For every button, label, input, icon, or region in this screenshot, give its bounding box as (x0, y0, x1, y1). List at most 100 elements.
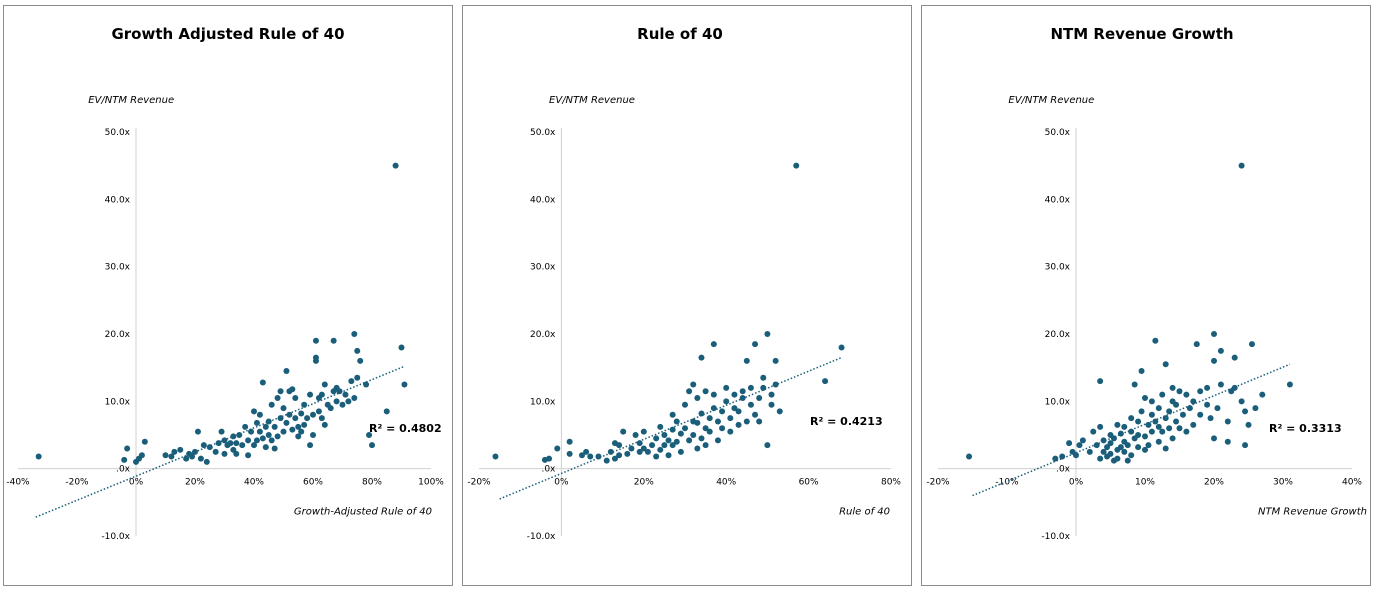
data-point (636, 440, 643, 447)
data-point (1052, 455, 1059, 462)
r-squared-label: R² = 0.4213 (810, 415, 883, 428)
data-point (1079, 437, 1086, 444)
data-point (752, 411, 759, 418)
data-point (268, 437, 275, 444)
chart-title: Rule of 40 (637, 25, 723, 43)
data-point (1152, 418, 1159, 425)
data-point (1217, 347, 1224, 354)
data-point (1124, 457, 1131, 464)
data-point (289, 386, 296, 393)
y-tick-label: 40.0x (1045, 195, 1071, 205)
x-axis-label: NTM Revenue Growth (1258, 506, 1367, 517)
data-point (1193, 341, 1200, 348)
data-point (579, 452, 585, 459)
data-point (1138, 368, 1145, 375)
data-point (333, 398, 340, 405)
data-point (1190, 421, 1197, 428)
data-point (644, 448, 651, 455)
data-point (124, 445, 131, 452)
y-tick-label: 10.0x (105, 397, 131, 407)
x-axis-label: Growth-Adjusted Rule of 40 (294, 506, 432, 517)
data-point (1121, 423, 1128, 430)
data-point (295, 423, 302, 430)
x-tick-label: 60% (303, 478, 323, 488)
data-point (312, 354, 319, 361)
data-point (616, 442, 623, 449)
data-point (764, 442, 771, 449)
data-point (256, 428, 263, 435)
data-point (1231, 354, 1238, 361)
data-point (822, 378, 829, 385)
data-point (253, 437, 260, 444)
data-point (351, 331, 358, 337)
y-tick-label: .0x (1056, 465, 1071, 475)
x-tick-label: 80% (362, 478, 382, 488)
data-point (1124, 442, 1131, 449)
data-point (307, 391, 314, 398)
data-point (710, 391, 717, 398)
data-point (673, 438, 680, 445)
data-point (1152, 337, 1159, 344)
data-point (739, 394, 746, 401)
data-point (1093, 442, 1100, 449)
data-point (682, 425, 688, 432)
data-point (245, 437, 252, 444)
x-tick-label: 0% (554, 478, 569, 488)
data-point (756, 394, 763, 401)
data-point (253, 419, 260, 426)
r-squared-label: R² = 0.3313 (1269, 422, 1342, 435)
data-point (710, 341, 717, 348)
data-point (262, 423, 269, 430)
data-point (694, 419, 701, 426)
data-point (277, 415, 284, 422)
data-point (315, 408, 322, 415)
data-point (595, 453, 602, 460)
data-point (546, 455, 553, 462)
x-tick-label: 40% (1342, 478, 1362, 488)
data-point (256, 411, 263, 418)
chart-title: Growth Adjusted Rule of 40 (111, 25, 344, 43)
data-point (177, 446, 184, 453)
data-point (354, 347, 361, 354)
data-point (706, 415, 713, 422)
data-point (1107, 450, 1114, 457)
data-point (653, 453, 660, 460)
data-point (719, 425, 726, 432)
data-point (259, 435, 266, 442)
data-point (401, 381, 408, 388)
data-point (640, 445, 647, 452)
data-point (1155, 438, 1162, 445)
y-axis-label: EV/NTM Revenue (1008, 95, 1094, 106)
data-point (357, 357, 364, 364)
data-point (271, 445, 278, 452)
data-point (657, 446, 664, 453)
data-point (1097, 378, 1104, 385)
data-point (1155, 423, 1162, 430)
data-point (251, 408, 257, 415)
data-point (221, 437, 228, 444)
data-point (653, 435, 660, 442)
data-point (1211, 357, 1217, 364)
data-point (1176, 388, 1183, 395)
data-point (245, 452, 252, 459)
data-point (752, 341, 759, 348)
data-point (1159, 391, 1166, 398)
data-point (301, 401, 308, 408)
data-point (694, 445, 701, 452)
data-point (192, 448, 198, 455)
data-point (35, 453, 42, 460)
y-tick-label: -10.0x (1041, 532, 1070, 542)
data-point (1142, 433, 1148, 440)
data-point (731, 405, 738, 412)
data-point (342, 391, 349, 398)
data-point (227, 440, 234, 447)
data-point (677, 430, 684, 437)
data-point (727, 415, 734, 422)
data-point (351, 394, 358, 401)
data-point (392, 162, 399, 169)
data-point (698, 354, 705, 361)
data-point (274, 433, 281, 440)
x-axis-label: Rule of 40 (839, 506, 890, 517)
data-point (747, 384, 754, 391)
data-point (1128, 428, 1135, 435)
